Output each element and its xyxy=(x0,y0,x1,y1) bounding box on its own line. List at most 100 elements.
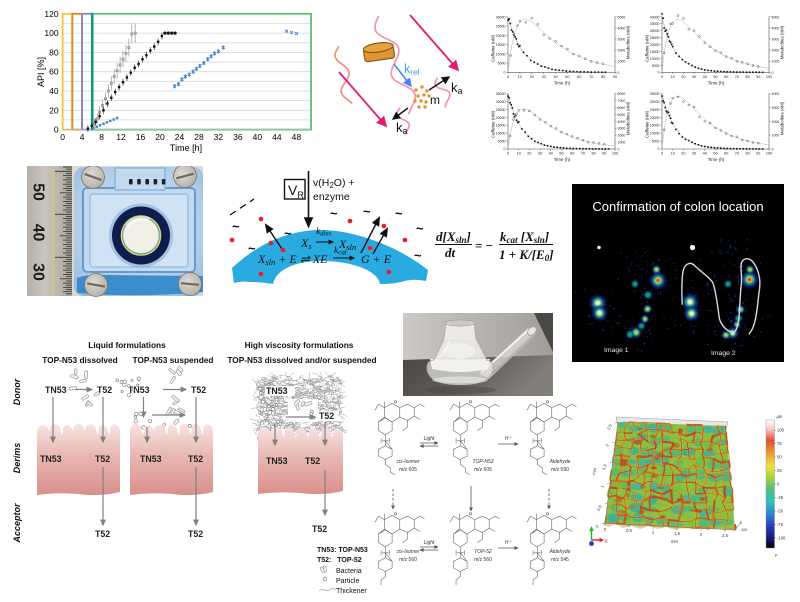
svg-text:50: 50 xyxy=(777,455,782,460)
svg-text:T52: T52 xyxy=(305,456,320,466)
svg-text:Confirmation of colon location: Confirmation of colon location xyxy=(592,199,763,214)
svg-text:80: 80 xyxy=(745,75,749,79)
svg-text:Thickener: Thickener xyxy=(336,588,367,595)
svg-text:20: 20 xyxy=(155,132,165,142)
svg-text:mm: mm xyxy=(591,467,597,475)
svg-text:m/z 560: m/z 560 xyxy=(399,557,417,563)
svg-text:3000: 3000 xyxy=(772,38,780,42)
svg-text:10: 10 xyxy=(671,152,675,156)
svg-text:0: 0 xyxy=(658,147,660,151)
svg-text:20000: 20000 xyxy=(496,34,506,38)
svg-text:Caffeine (nM): Caffeine (nM) xyxy=(491,34,496,62)
svg-text:kdiss: kdiss xyxy=(316,227,331,238)
svg-text:10000: 10000 xyxy=(496,52,506,56)
svg-text:100: 100 xyxy=(766,152,772,156)
svg-text:20: 20 xyxy=(49,105,59,115)
svg-text:48: 48 xyxy=(292,132,302,142)
svg-text:50: 50 xyxy=(565,75,569,79)
svg-text:krel: krel xyxy=(404,62,420,77)
svg-text:70: 70 xyxy=(589,75,593,79)
svg-text:20000: 20000 xyxy=(650,43,660,47)
svg-text:Metabolites (nM): Metabolites (nM) xyxy=(626,101,631,135)
svg-text:2000: 2000 xyxy=(772,120,780,124)
svg-text:0: 0 xyxy=(658,70,660,74)
svg-text:80: 80 xyxy=(745,152,749,156)
svg-text:0: 0 xyxy=(777,482,780,487)
svg-text:m/z 545: m/z 545 xyxy=(551,557,569,563)
svg-text:Liquid formulations: Liquid formulations xyxy=(88,340,166,350)
svg-text:4: 4 xyxy=(80,132,85,142)
svg-text:Metabolites (nM): Metabolites (nM) xyxy=(626,25,631,59)
svg-text:T52: T52 xyxy=(95,529,110,539)
svg-text:Time (h): Time (h) xyxy=(708,80,725,85)
svg-text:16: 16 xyxy=(136,132,146,142)
svg-text:10: 10 xyxy=(518,75,522,79)
svg-text:80: 80 xyxy=(591,152,595,156)
svg-text:50: 50 xyxy=(30,183,47,201)
svg-text:6000: 6000 xyxy=(618,106,626,110)
svg-text:0: 0 xyxy=(504,147,506,151)
svg-text:High viscosity formulations: High viscosity formulations xyxy=(245,340,354,350)
svg-text:15000: 15000 xyxy=(650,50,660,54)
svg-text:35000: 35000 xyxy=(650,92,660,96)
svg-text:1000: 1000 xyxy=(618,60,626,64)
svg-text:25: 25 xyxy=(777,468,782,473)
svg-text:~: ~ xyxy=(232,219,240,234)
svg-text:Aldehyde: Aldehyde xyxy=(549,459,571,465)
svg-text:~: ~ xyxy=(330,206,338,221)
svg-text:kcat: kcat xyxy=(334,246,348,257)
svg-text:35000: 35000 xyxy=(650,22,660,26)
svg-text:T52: T52 xyxy=(191,385,206,395)
svg-text:Light: Light xyxy=(424,436,435,442)
svg-text:Donor: Donor xyxy=(12,378,22,405)
svg-text:15000: 15000 xyxy=(496,124,506,128)
svg-text:-25: -25 xyxy=(777,495,784,500)
svg-text:30: 30 xyxy=(542,75,546,79)
svg-text:Light: Light xyxy=(424,540,435,546)
svg-text:-75: -75 xyxy=(777,522,784,527)
svg-text:X: X xyxy=(605,539,609,545)
svg-text:0: 0 xyxy=(60,132,65,142)
svg-text:4000: 4000 xyxy=(772,26,780,30)
svg-text:30: 30 xyxy=(692,152,696,156)
svg-text:5000: 5000 xyxy=(772,15,780,19)
svg-text:Time [h]: Time [h] xyxy=(170,143,202,153)
svg-text:0: 0 xyxy=(507,75,509,79)
svg-text:cis-Isomer: cis-Isomer xyxy=(396,459,419,465)
svg-text:10: 10 xyxy=(671,75,675,79)
svg-text:dt: dt xyxy=(445,245,456,260)
svg-text:4000: 4000 xyxy=(772,92,780,96)
svg-text:70: 70 xyxy=(735,152,739,156)
svg-text:8000: 8000 xyxy=(618,92,626,96)
svg-text:1: 1 xyxy=(599,484,605,489)
svg-text:T52: T52 xyxy=(95,454,110,464)
svg-text:TN53: TN53 xyxy=(140,454,162,464)
svg-text:24: 24 xyxy=(175,132,185,142)
svg-text:5000: 5000 xyxy=(652,64,660,68)
svg-text:7000: 7000 xyxy=(618,99,626,103)
svg-text:28: 28 xyxy=(194,132,204,142)
svg-text:2000: 2000 xyxy=(618,134,626,138)
svg-text:40: 40 xyxy=(703,152,707,156)
svg-text:10000: 10000 xyxy=(496,132,506,136)
svg-text:40000: 40000 xyxy=(650,15,660,19)
svg-text:0.5: 0.5 xyxy=(596,504,603,512)
svg-text:90: 90 xyxy=(756,152,760,156)
svg-text:25000: 25000 xyxy=(650,108,660,112)
svg-text:60: 60 xyxy=(724,152,728,156)
svg-text:µm: µm xyxy=(777,414,783,419)
svg-text:10000: 10000 xyxy=(650,57,660,61)
svg-text:20000: 20000 xyxy=(650,116,660,120)
svg-text:TN53: TN53 xyxy=(40,454,62,464)
svg-text:ka: ka xyxy=(451,80,463,96)
svg-text:-100: -100 xyxy=(740,528,747,532)
svg-text:Image 2: Image 2 xyxy=(711,350,736,357)
svg-text:Time (h): Time (h) xyxy=(708,157,725,162)
svg-text:4000: 4000 xyxy=(618,26,626,30)
svg-text:15000: 15000 xyxy=(650,124,660,128)
svg-text:8: 8 xyxy=(99,132,104,142)
svg-text:80: 80 xyxy=(49,47,59,57)
svg-text:TN53: TN53 xyxy=(128,385,150,395)
svg-text:1 + K/[E0]: 1 + K/[E0] xyxy=(499,247,554,263)
svg-text:20: 20 xyxy=(681,152,685,156)
